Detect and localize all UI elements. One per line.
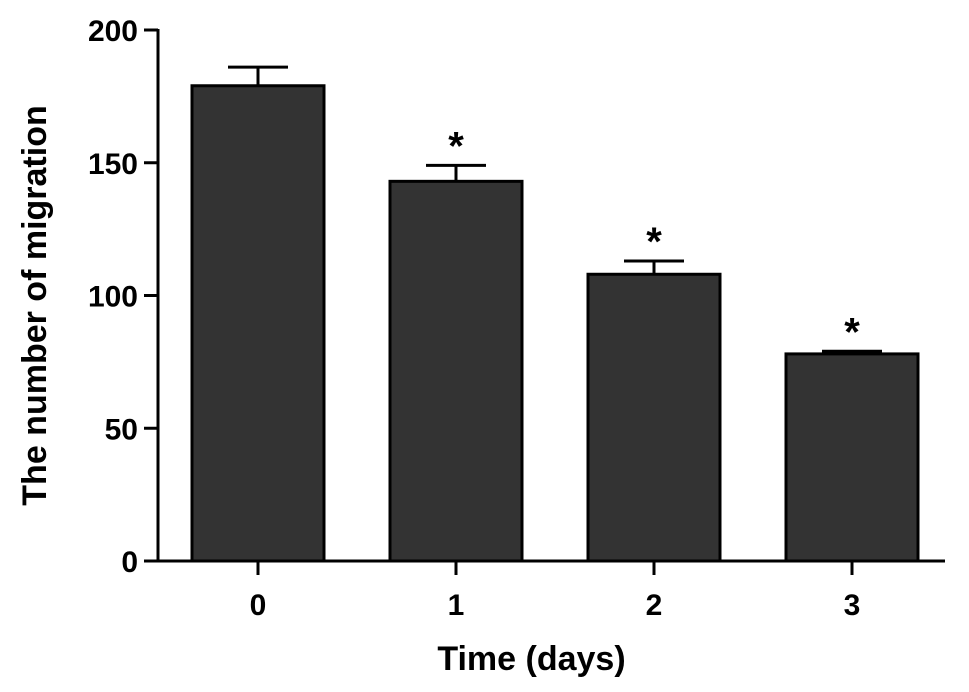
x-tick-label: 2 xyxy=(646,589,663,622)
x-tick-label: 3 xyxy=(844,589,861,622)
significance-asterisk: * xyxy=(844,310,860,354)
bar xyxy=(784,352,920,563)
significance-asterisk: * xyxy=(448,124,464,168)
bar xyxy=(586,272,722,563)
significance-layer: * * * xyxy=(448,124,860,354)
error-bars-layer xyxy=(228,65,882,354)
x-tick-label: 0 xyxy=(250,589,267,622)
y-tick-label: 200 xyxy=(88,15,138,48)
bars-layer xyxy=(190,84,920,563)
y-tick-label: 50 xyxy=(105,413,138,446)
x-ticks-layer: 0 1 2 3 xyxy=(250,561,861,622)
bar xyxy=(190,84,326,563)
y-tick-label: 150 xyxy=(88,148,138,181)
significance-asterisk: * xyxy=(646,220,662,264)
y-tick-label: 0 xyxy=(121,546,138,579)
bar xyxy=(388,179,524,563)
y-tick-label: 100 xyxy=(88,281,138,314)
x-tick-label: 1 xyxy=(448,589,465,622)
x-axis-title: Time (days) xyxy=(437,640,625,678)
y-ticks-layer: 0 50 100 150 200 xyxy=(88,15,158,579)
y-axis-title: The number of migration xyxy=(16,105,54,505)
